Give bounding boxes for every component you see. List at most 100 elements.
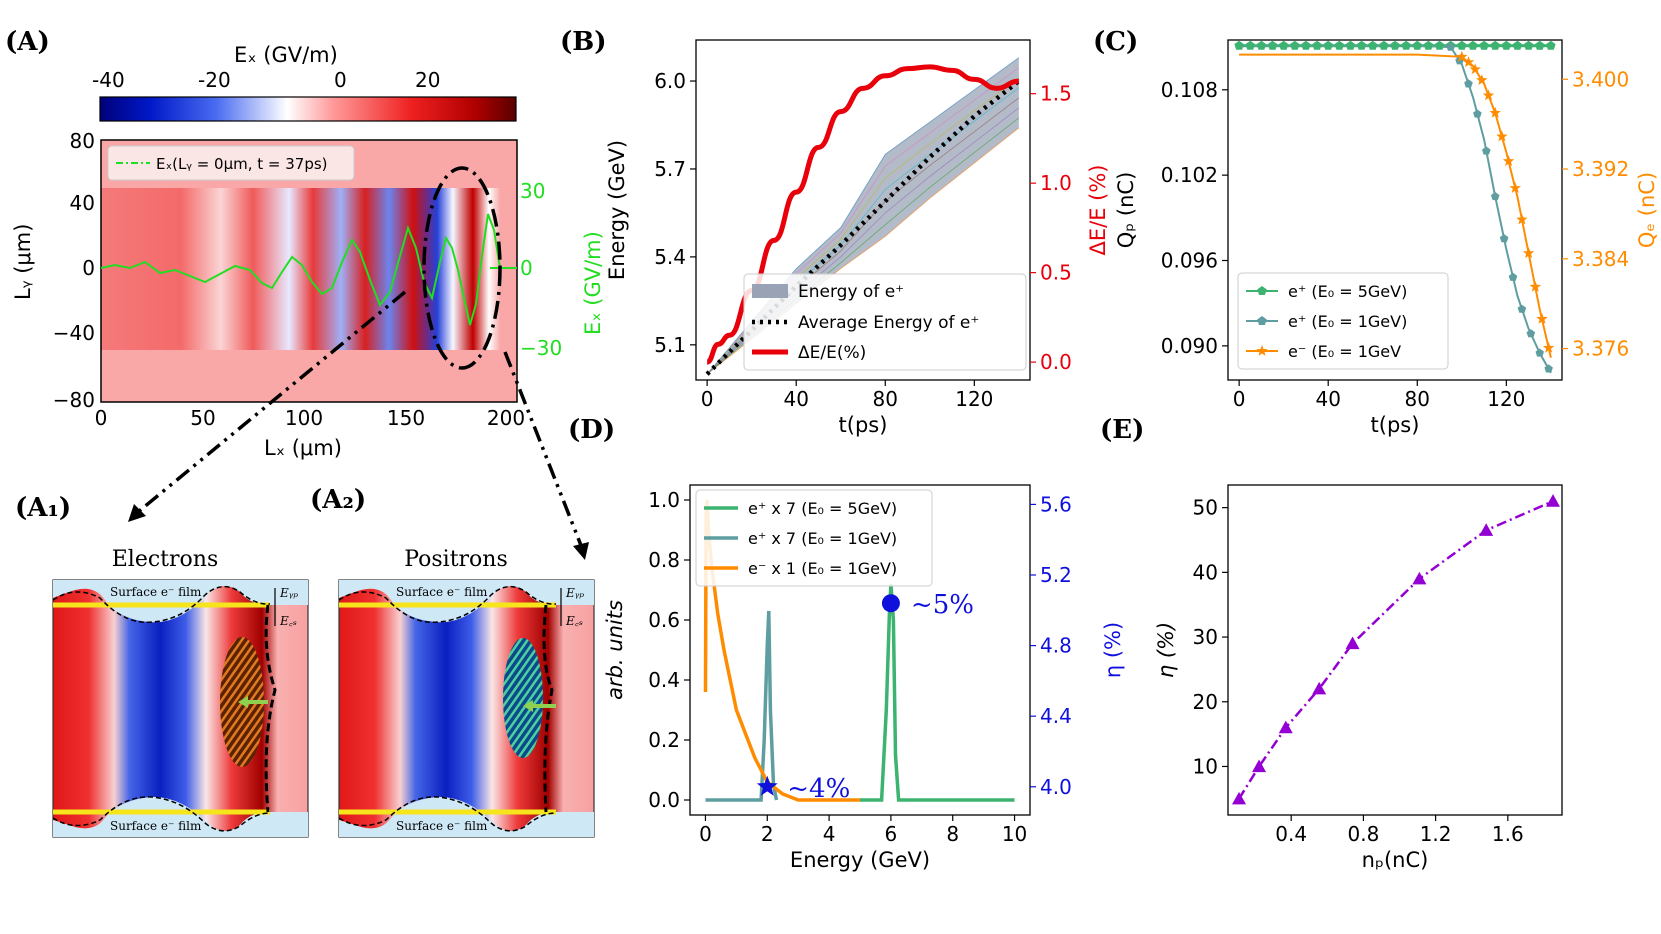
legend-label: Average Energy of e⁺: [798, 313, 979, 333]
chart-c: 0 40 80 120 0.090 0.096 0.102 0.108 t(ps) Qₚ (nC)…: [1114, 39, 1659, 437]
chart-b: 0 40 80 120 5.1 5.4 5.7 6.0 t(ps) Energy (GeV) 0.0…: [605, 39, 1110, 437]
y-tick-label: 0.6: [648, 608, 680, 632]
panel-a-right-ticks: 30 0 −30: [520, 179, 562, 360]
colorbar-tick: 20: [415, 68, 440, 92]
marker-positron-5gev: [1234, 40, 1244, 50]
series-positron-1gev: [705, 610, 779, 802]
y-tick-label: 0.102: [1161, 163, 1218, 187]
x-tick-label: 120: [1487, 387, 1525, 411]
marker-electron-1gev: [1522, 247, 1535, 259]
marker-eta: [1545, 494, 1560, 507]
surface-film-bottom: [339, 796, 594, 837]
marker-label: ~4%: [787, 774, 850, 804]
marker-positron-1gev: [1508, 272, 1518, 281]
y-tick-label: 50: [1193, 496, 1218, 520]
marker-positron-1gev: [1526, 329, 1536, 338]
y-tick-label: 6.0: [654, 69, 686, 93]
legend-box: [743, 273, 1027, 371]
marker-eta: [1232, 791, 1247, 805]
marker-positron-5gev: [1278, 40, 1289, 50]
marker-positron-1gev: [1544, 364, 1553, 373]
marker-electron-1gev: [1529, 280, 1541, 292]
x-tick-label: 8: [946, 822, 959, 846]
film-label-top: Surface e⁻ film: [110, 585, 202, 599]
marker-electron-1gev: [1542, 341, 1555, 353]
x-tick: 100: [285, 406, 323, 430]
legend-label: e⁺ (E₀ = 1GeV): [1288, 312, 1407, 331]
marker-positron-5gev: [1512, 40, 1523, 50]
marker-positron-1gev: [1446, 42, 1455, 51]
marker-positron-5gev: [1368, 40, 1378, 50]
colorbar-tick: 0: [334, 68, 347, 92]
y-tick-label: 0.090: [1161, 334, 1218, 358]
x-tick-label: 0: [1233, 387, 1246, 411]
chart-d: 0 2 4 6 8 10 0.0 0.2 0.4 0.6 0.8 1.0 Energy (GeV) arb…: [603, 484, 1125, 872]
marker-electron-1gev: [1509, 182, 1521, 193]
y-axis-label: arb. units: [603, 600, 627, 700]
y-tick-label: 40: [1193, 560, 1218, 584]
film-label-bottom: Surface e⁻ film: [110, 819, 202, 833]
field-lineout: [100, 213, 510, 326]
inset-title: Electrons: [112, 547, 219, 572]
bunch-arrow-head: [238, 696, 248, 708]
marker-eta: [1312, 681, 1327, 695]
ecs-label: E꜀ₛ: [279, 614, 297, 628]
right-tick-label: 4.4: [1040, 704, 1072, 728]
zoom-arrow-left-head: [128, 504, 146, 522]
positron-bunch: [503, 638, 543, 758]
marker-electron-1gev: [1482, 89, 1495, 101]
legend-marker: [1256, 345, 1268, 356]
right-tick-label: 4.8: [1040, 634, 1072, 658]
right-tick-label: 3.400: [1572, 67, 1629, 91]
x-axis-label: nₚ(nC): [1362, 848, 1429, 872]
marker-positron-5gev: [1301, 40, 1311, 50]
plasma-boundary: [264, 604, 277, 813]
film-boundary-top: [338, 586, 557, 624]
right-tick-label: 1.5: [1040, 82, 1072, 106]
marker-positron-5gev: [1479, 40, 1489, 50]
marker-positron-5gev: [1245, 40, 1255, 50]
panel-label-a1: (A₁): [15, 493, 71, 523]
marker-eta: [1345, 636, 1360, 650]
marker-electron-1gev: [1462, 56, 1475, 68]
y-tick-label: 30: [1193, 625, 1218, 649]
ecs-label: E꜀ₛ: [565, 614, 583, 628]
x-tick: 150: [387, 406, 425, 430]
field-map: [101, 188, 501, 350]
film-boundary-bottom: [52, 796, 271, 832]
right-tick-label: 5.2: [1040, 563, 1072, 587]
x-axis-label: Energy (GeV): [790, 848, 930, 872]
inset-field: [52, 579, 309, 838]
marker-positron-5gev: [1267, 40, 1278, 50]
panel-a-yticks: 80 40 0 −40 −80: [53, 129, 95, 412]
x-axis-label: t(ps): [839, 413, 888, 437]
x-tick-label: 80: [1405, 387, 1430, 411]
x-tick-label: 40: [783, 387, 808, 411]
marker-positron-5gev: [1290, 40, 1300, 50]
panel-a: Eₓ (GV/m) -40 -20 0 20 Eₓ(Lᵧ = 0μm, t = …: [11, 43, 605, 560]
y-tick-label: 5.4: [654, 245, 686, 269]
right-tick: 0: [520, 256, 533, 280]
colorbar-title: Eₓ (GV/m): [234, 43, 338, 67]
x-axis-label: t(ps): [1371, 413, 1420, 437]
marker-positron-5gev: [1546, 40, 1556, 50]
marker-circle: [881, 594, 900, 613]
zoom-arrow-right: [503, 351, 584, 549]
marker-positron-5gev: [1334, 40, 1345, 50]
marker-electron-1gev: [1456, 50, 1468, 62]
x-tick-label: 1.2: [1420, 822, 1452, 846]
y-tick-label: 0.096: [1161, 249, 1218, 273]
y-tick-label: 20: [1193, 690, 1218, 714]
plasma-boundary: [542, 604, 554, 813]
film-label-bottom: Surface e⁻ film: [396, 819, 488, 833]
y-tick-label: 0.8: [648, 548, 680, 572]
marker-positron-5gev: [1434, 40, 1445, 50]
marker-electron-1gev: [1516, 213, 1528, 225]
y-tick: 0: [82, 256, 95, 280]
right-tick-label: 3.376: [1572, 337, 1629, 361]
surface-film-top: [339, 580, 594, 623]
marker-positron-5gev: [1423, 40, 1434, 50]
legend-label: Eₓ(Lᵧ = 0μm, t = 37ps): [156, 155, 328, 173]
marker-label: ~5%: [911, 590, 974, 620]
right-axis-label: η (%): [1101, 622, 1125, 678]
